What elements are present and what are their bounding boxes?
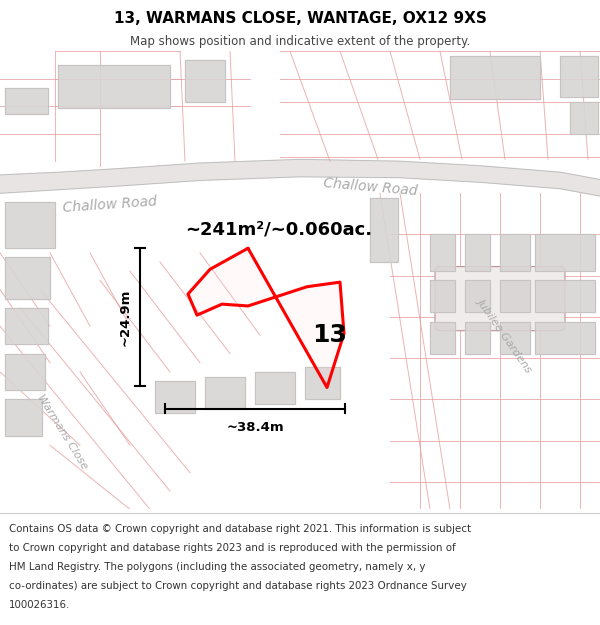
Polygon shape [205,376,245,409]
Text: 13, WARMANS CLOSE, WANTAGE, OX12 9XS: 13, WARMANS CLOSE, WANTAGE, OX12 9XS [113,11,487,26]
Polygon shape [370,198,398,262]
Text: ~241m²/~0.060ac.: ~241m²/~0.060ac. [185,221,372,239]
Polygon shape [188,248,344,388]
Text: Map shows position and indicative extent of the property.: Map shows position and indicative extent… [130,35,470,48]
Text: 100026316.: 100026316. [9,600,70,610]
Polygon shape [535,234,595,271]
Text: Challow Road: Challow Road [322,176,418,198]
Polygon shape [535,280,595,312]
Polygon shape [500,234,530,271]
Polygon shape [255,372,295,404]
Polygon shape [465,234,490,271]
Polygon shape [0,159,600,196]
Text: 13: 13 [313,323,347,348]
Text: Jubilee Gardens: Jubilee Gardens [476,296,534,374]
Polygon shape [185,61,225,102]
Text: HM Land Registry. The polygons (including the associated geometry, namely x, y: HM Land Registry. The polygons (includin… [9,562,425,572]
Text: ~38.4m: ~38.4m [226,421,284,434]
Polygon shape [5,88,48,114]
Polygon shape [305,368,340,399]
Polygon shape [560,56,598,97]
Polygon shape [465,280,490,312]
Polygon shape [430,280,455,312]
Text: Challow Road: Challow Road [62,195,158,216]
Text: Warmans Close: Warmans Close [35,392,89,471]
Text: ~24.9m: ~24.9m [119,288,131,346]
Polygon shape [430,234,455,271]
FancyBboxPatch shape [435,267,565,331]
Text: Contains OS data © Crown copyright and database right 2021. This information is : Contains OS data © Crown copyright and d… [9,524,471,534]
Polygon shape [5,308,48,344]
Polygon shape [570,102,598,134]
Polygon shape [500,280,530,312]
Polygon shape [5,202,55,248]
Polygon shape [155,381,195,413]
Polygon shape [430,321,455,354]
Polygon shape [500,321,530,354]
Polygon shape [5,258,50,299]
Polygon shape [5,399,42,436]
Polygon shape [465,321,490,354]
Text: to Crown copyright and database rights 2023 and is reproduced with the permissio: to Crown copyright and database rights 2… [9,543,455,553]
Text: co-ordinates) are subject to Crown copyright and database rights 2023 Ordnance S: co-ordinates) are subject to Crown copyr… [9,581,467,591]
Polygon shape [535,321,595,354]
Polygon shape [5,354,45,390]
Polygon shape [58,65,170,108]
Polygon shape [450,56,540,99]
